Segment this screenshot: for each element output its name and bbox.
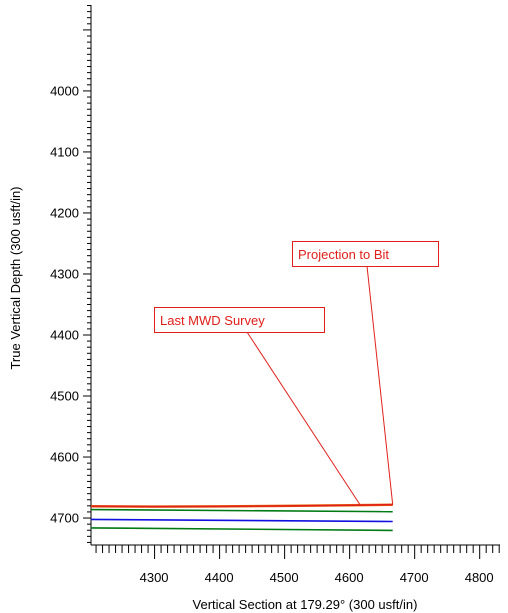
series-line-5 xyxy=(90,527,393,532)
x-axis: 4300 4400 4500 4600 4700 4800 xyxy=(91,544,500,585)
series-layer xyxy=(90,503,393,532)
callout-2: Last MWD Survey xyxy=(154,307,361,506)
x-tick-label: 4800 xyxy=(465,570,494,585)
series-line-4 xyxy=(90,518,393,523)
y-axis-label: True Vertical Depth (300 usft/in) xyxy=(8,186,23,369)
callout-box xyxy=(154,307,325,333)
x-axis-label: Vertical Section at 179.29° (300 usft/in… xyxy=(193,597,418,612)
series-line-3 xyxy=(90,508,393,513)
y-tick-label: 4700 xyxy=(50,511,79,526)
annotation-layer: Projection to Bit Last MWD Survey xyxy=(154,241,439,506)
callout-leader xyxy=(366,265,394,505)
y-tick-label: 4300 xyxy=(50,266,79,281)
y-tick-label: 4500 xyxy=(50,389,79,404)
x-tick-label: 4600 xyxy=(335,570,364,585)
y-tick-label: 4400 xyxy=(50,327,79,342)
x-tick-label: 4500 xyxy=(270,570,299,585)
callout-1: Projection to Bit xyxy=(292,241,439,505)
x-tick-label: 4300 xyxy=(140,570,169,585)
callout-label: Projection to Bit xyxy=(298,247,389,262)
y-tick-label: 4000 xyxy=(50,83,79,98)
y-tick-label: 4600 xyxy=(50,450,79,465)
y-tick-label: 4200 xyxy=(50,205,79,220)
callout-box xyxy=(292,241,439,267)
y-tick-label: 4100 xyxy=(50,144,79,159)
x-tick-label: 4400 xyxy=(205,570,234,585)
callout-label: Last MWD Survey xyxy=(160,313,265,328)
y-axis: 4000 4100 4200 4300 4400 4500 4600 4700 xyxy=(50,5,92,545)
series-line-2 xyxy=(90,503,393,508)
x-tick-label: 4700 xyxy=(400,570,429,585)
callout-leader xyxy=(246,331,361,506)
